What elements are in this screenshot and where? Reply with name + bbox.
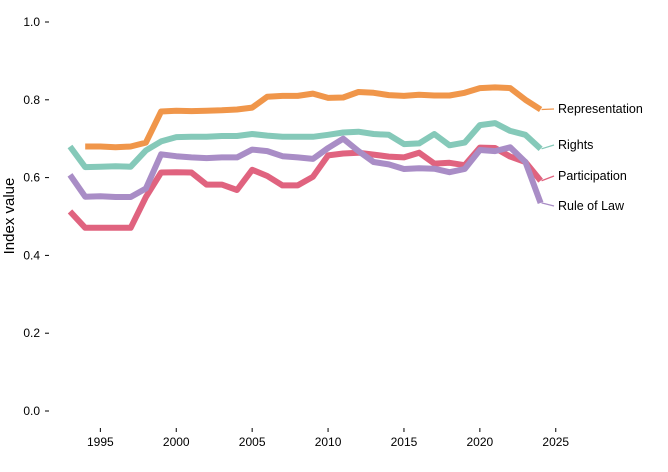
series-leader-line — [541, 108, 555, 111]
x-axis: 1995 2000 2005 2010 2015 2020 2025 — [87, 428, 569, 449]
y-tick-label: 1.0 — [23, 15, 40, 29]
x-tick-label: 1995 — [87, 435, 114, 449]
x-tick-label: 2010 — [315, 435, 342, 449]
series-label: Rights — [558, 138, 593, 152]
series-label: Rule of Law — [558, 199, 625, 213]
series-line-representation — [85, 84, 543, 151]
y-axis: 0.0 0.2 0.4 0.6 0.8 1.0 — [23, 15, 49, 418]
y-tick-label: 0.8 — [23, 93, 40, 107]
series-line-rights — [67, 120, 543, 171]
x-tick-label: 2025 — [542, 435, 569, 449]
plot-lines — [67, 84, 544, 231]
series-leader-line — [541, 175, 555, 182]
series-line-rule-of-law — [67, 135, 544, 204]
series-leader-line — [541, 144, 555, 150]
x-tick-label: 2015 — [391, 435, 418, 449]
x-tick-label: 2000 — [163, 435, 190, 449]
y-tick-label: 0.6 — [23, 171, 40, 185]
y-tick-label: 0.0 — [23, 404, 40, 418]
series-label: Representation — [558, 102, 643, 116]
x-tick-label: 2020 — [467, 435, 494, 449]
y-tick-label: 0.4 — [23, 248, 40, 262]
x-tick-label: 2005 — [239, 435, 266, 449]
series-label: Participation — [558, 169, 627, 183]
y-axis-title: Index value — [1, 178, 18, 255]
series-leader-line — [541, 202, 555, 207]
series-line-participation — [67, 144, 543, 231]
y-tick-label: 0.2 — [23, 326, 40, 340]
series-labels: Representation Rights Participation Rule of… — [541, 102, 643, 213]
